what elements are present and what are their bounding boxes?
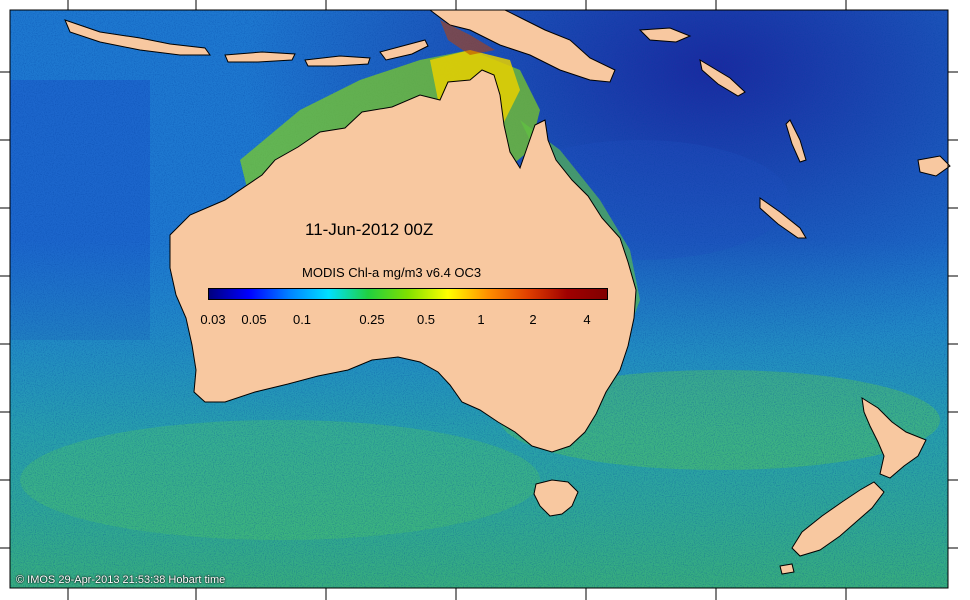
- land-stewart-island: [779, 563, 795, 575]
- colorbar-tick-label: 1: [477, 312, 485, 327]
- land-lesser-sunda-1: [224, 51, 296, 63]
- land-lesser-sunda-2: [304, 55, 371, 67]
- date-title: 11-Jun-2012 00Z: [305, 220, 434, 239]
- land-vanuatu: [785, 119, 807, 163]
- land-fiji: [917, 155, 951, 177]
- colorbar-tick-label: 0.5: [416, 312, 436, 327]
- colorbar-tick-label: 0.25: [359, 312, 385, 327]
- copyright-credit: © IMOS 29-Apr-2013 21:53:38 Hobart time: [16, 574, 226, 586]
- colorbar-tick-label: 2: [529, 312, 537, 327]
- land-new-guinea: [428, 9, 616, 83]
- land-solomons: [699, 58, 746, 97]
- land-nz-north-island: [861, 397, 927, 479]
- colorbar-title: MODIS Chl-a mg/m3 v6.4 OC3: [302, 265, 482, 280]
- colorbar-tick-label: 0.05: [241, 312, 267, 327]
- land-new-caledonia: [759, 197, 807, 239]
- colorbar-tick-label: 0.1: [292, 312, 312, 327]
- land-australia: [169, 69, 637, 453]
- land-new-britain: [638, 27, 692, 43]
- land-nz-south-island: [791, 481, 885, 557]
- new-guinea-chl-edge: [440, 20, 495, 55]
- colorbar: [208, 288, 608, 300]
- land-tasmania: [533, 479, 579, 517]
- colorbar-tick-label: 0.03: [200, 312, 226, 327]
- map-border: [9, 9, 949, 589]
- colorbar-tick-label: 4: [583, 312, 591, 327]
- land-timor: [379, 39, 429, 61]
- land-java: [64, 19, 211, 56]
